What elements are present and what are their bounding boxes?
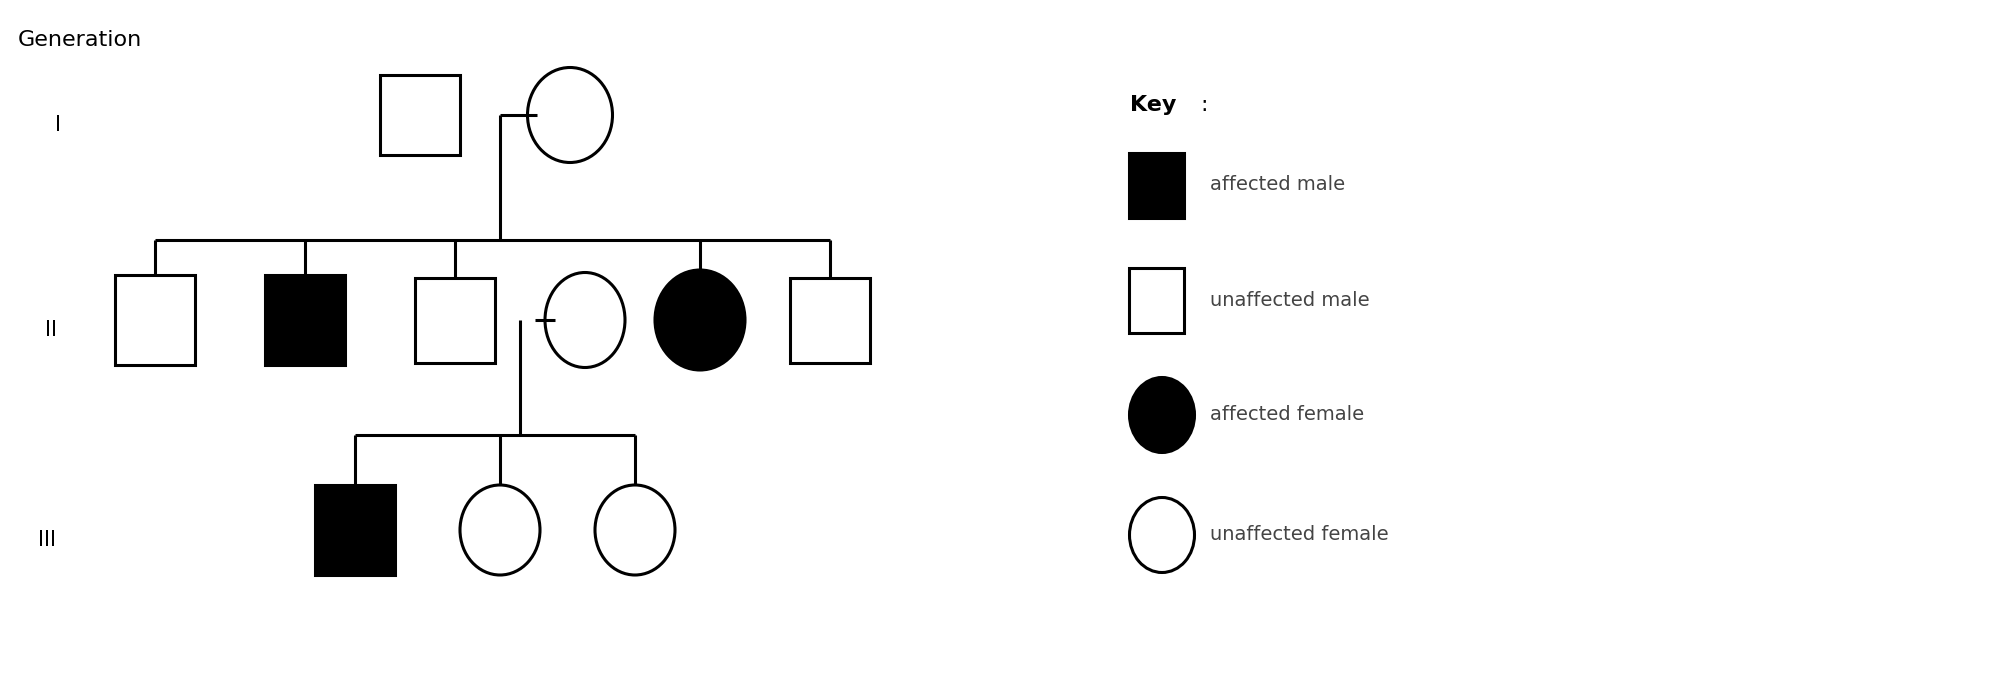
Bar [789,278,869,362]
Text: Key: Key [1130,95,1176,115]
Bar [1128,268,1184,333]
Bar [379,75,460,155]
Ellipse shape [1128,377,1194,453]
Ellipse shape [1128,497,1194,573]
Text: I: I [54,115,60,135]
Text: Generation: Generation [18,30,142,50]
Text: affected female: affected female [1210,405,1363,425]
Text: II: II [44,320,56,340]
Bar [315,485,395,575]
Ellipse shape [544,272,624,368]
Bar [1128,152,1184,217]
Bar [114,275,195,365]
Ellipse shape [460,485,540,575]
Bar [265,275,345,365]
Ellipse shape [654,270,745,370]
Text: unaffected female: unaffected female [1210,525,1389,545]
Text: :: : [1200,95,1206,115]
Text: III: III [38,530,56,550]
Ellipse shape [528,67,612,163]
Bar [415,278,496,362]
Text: unaffected male: unaffected male [1210,290,1369,309]
Text: affected male: affected male [1210,176,1345,195]
Ellipse shape [594,485,674,575]
